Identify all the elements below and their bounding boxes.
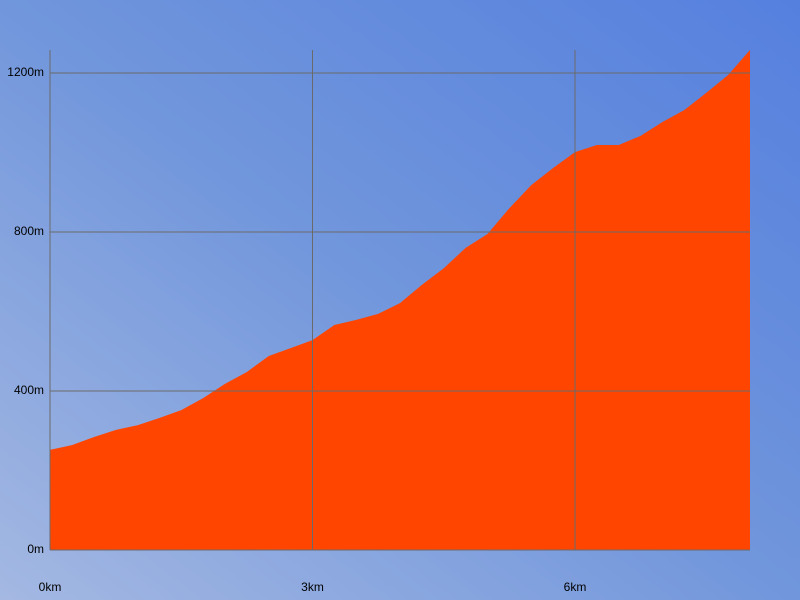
y-tick-label: 400m	[14, 383, 44, 397]
x-tick-label: 6km	[564, 580, 587, 594]
y-tick-label: 800m	[14, 224, 44, 238]
y-tick-label: 0m	[27, 542, 44, 556]
y-tick-label: 1200m	[7, 65, 44, 79]
x-tick-label: 0km	[39, 580, 62, 594]
x-tick-label: 3km	[301, 580, 324, 594]
